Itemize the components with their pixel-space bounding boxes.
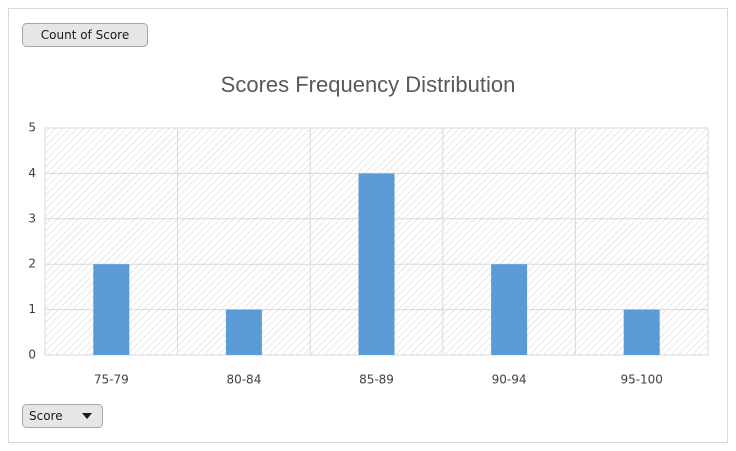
bar	[358, 173, 395, 355]
x-tick-label: 80-84	[226, 373, 261, 387]
y-tick-label: 0	[28, 348, 36, 362]
bar	[623, 309, 660, 355]
x-tick-label: 95-100	[620, 373, 663, 387]
y-tick-label: 1	[28, 302, 36, 316]
value-field-button[interactable]: Count of Score	[22, 23, 148, 47]
x-tick-label: 75-79	[94, 373, 129, 387]
y-tick-label: 2	[28, 257, 36, 271]
button-label: Count of Score	[41, 28, 129, 42]
bar	[491, 264, 528, 355]
dropdown-arrow	[82, 413, 92, 419]
chart-title: Scores Frequency Distribution	[221, 72, 516, 97]
bar	[93, 264, 130, 355]
y-tick-label: 4	[28, 166, 36, 180]
x-tick-label: 85-89	[359, 373, 394, 387]
axis-field-button[interactable]: Score	[22, 404, 103, 428]
bar	[225, 309, 262, 355]
x-tick-label: 90-94	[492, 373, 527, 387]
button-label: Score	[29, 409, 63, 423]
y-tick-label: 5	[28, 121, 36, 135]
y-tick-label: 3	[28, 211, 36, 225]
